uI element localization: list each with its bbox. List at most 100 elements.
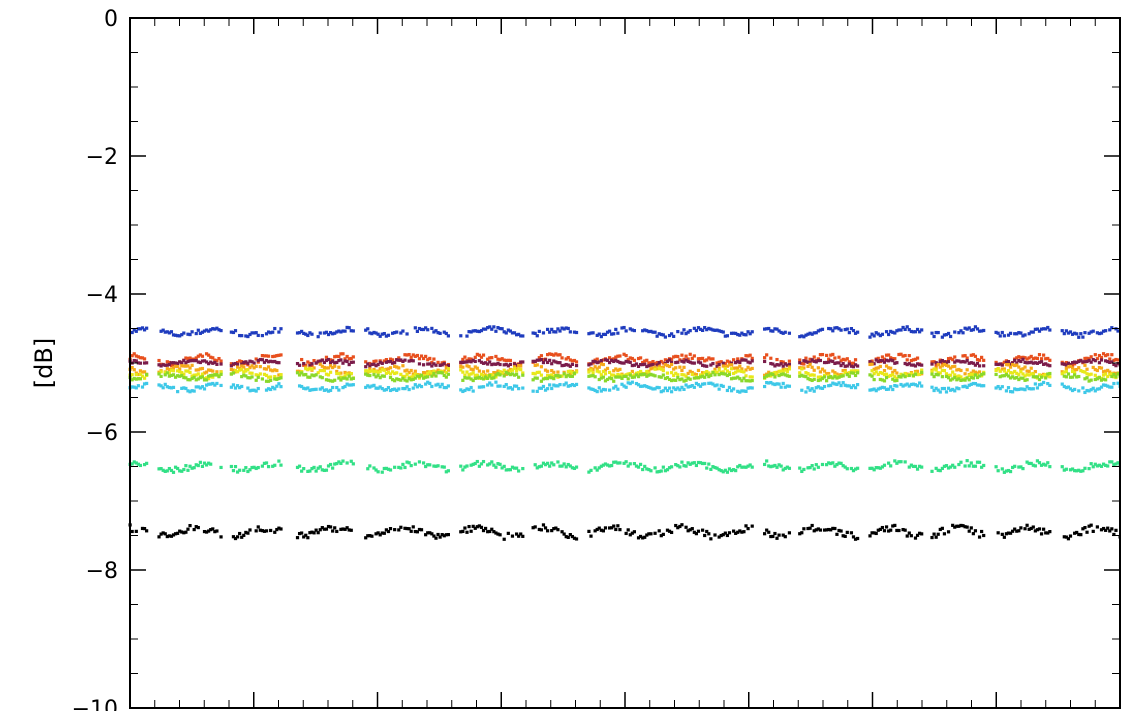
data-point bbox=[839, 359, 843, 363]
data-point bbox=[444, 470, 448, 474]
data-point bbox=[653, 330, 657, 334]
data-point bbox=[508, 329, 512, 333]
data-point bbox=[566, 326, 570, 331]
data-point bbox=[1023, 333, 1027, 337]
data-point bbox=[808, 357, 812, 361]
data-point bbox=[242, 365, 246, 369]
series-6 bbox=[128, 370, 1121, 383]
data-point bbox=[339, 330, 343, 334]
data-point bbox=[442, 330, 446, 334]
data-point bbox=[1070, 375, 1075, 379]
data-point bbox=[603, 372, 608, 376]
data-point bbox=[393, 331, 397, 335]
data-point bbox=[366, 371, 370, 375]
data-point bbox=[825, 372, 829, 376]
data-point bbox=[601, 358, 605, 362]
data-point bbox=[382, 374, 386, 378]
data-point bbox=[711, 357, 715, 361]
data-point bbox=[938, 365, 942, 369]
data-point bbox=[738, 390, 742, 394]
data-point bbox=[341, 376, 345, 380]
data-point bbox=[380, 374, 384, 378]
data-point bbox=[479, 360, 484, 364]
data-point bbox=[833, 371, 837, 375]
data-point bbox=[740, 367, 744, 371]
data-point bbox=[1017, 365, 1021, 369]
data-point bbox=[384, 358, 388, 362]
data-point bbox=[744, 368, 748, 372]
data-point bbox=[341, 352, 345, 356]
data-point bbox=[643, 372, 647, 376]
data-point bbox=[320, 368, 324, 373]
data-point bbox=[800, 367, 804, 371]
data-point bbox=[269, 368, 273, 372]
data-point bbox=[802, 467, 806, 472]
data-point bbox=[614, 384, 618, 388]
data-point bbox=[595, 333, 599, 337]
data-point bbox=[1073, 373, 1077, 377]
data-point bbox=[1002, 470, 1006, 474]
data-point bbox=[645, 467, 649, 471]
data-point bbox=[254, 529, 258, 533]
data-point bbox=[765, 381, 769, 385]
data-point bbox=[657, 361, 661, 365]
data-point bbox=[459, 388, 463, 392]
data-point bbox=[1101, 383, 1106, 387]
data-point bbox=[868, 534, 872, 538]
data-point bbox=[252, 388, 256, 392]
data-point bbox=[186, 468, 190, 472]
data-point bbox=[490, 460, 494, 464]
data-point bbox=[572, 330, 577, 334]
data-point bbox=[463, 360, 467, 364]
data-point bbox=[1017, 377, 1021, 382]
data-point bbox=[878, 377, 882, 382]
data-point bbox=[467, 330, 471, 334]
data-point bbox=[180, 386, 184, 390]
data-point bbox=[233, 386, 238, 390]
data-point bbox=[665, 364, 670, 368]
data-point bbox=[750, 366, 754, 371]
data-point bbox=[461, 360, 465, 365]
data-point bbox=[750, 378, 754, 383]
data-point bbox=[517, 534, 521, 538]
data-point bbox=[1073, 387, 1077, 392]
data-point bbox=[771, 534, 775, 539]
data-point bbox=[388, 360, 393, 364]
data-point bbox=[1104, 369, 1108, 373]
data-point bbox=[252, 331, 256, 335]
data-point bbox=[140, 385, 145, 389]
data-point bbox=[1037, 360, 1042, 364]
data-point bbox=[942, 464, 947, 468]
data-point bbox=[734, 360, 738, 365]
data-point bbox=[971, 376, 975, 380]
data-point bbox=[775, 357, 779, 362]
data-point bbox=[932, 375, 936, 379]
data-point bbox=[393, 364, 397, 368]
data-point bbox=[667, 333, 672, 338]
data-point bbox=[434, 363, 438, 367]
data-point bbox=[742, 358, 746, 362]
data-point bbox=[597, 360, 601, 364]
data-point bbox=[211, 381, 215, 386]
data-point bbox=[324, 358, 329, 363]
data-point bbox=[477, 359, 481, 363]
data-point bbox=[176, 466, 180, 471]
data-point bbox=[835, 462, 839, 467]
data-point bbox=[905, 382, 909, 386]
data-point bbox=[816, 375, 820, 379]
data-point bbox=[1079, 359, 1083, 363]
data-point bbox=[213, 327, 217, 331]
data-point bbox=[634, 362, 639, 366]
data-point bbox=[494, 380, 498, 384]
data-point bbox=[591, 373, 595, 378]
data-point bbox=[591, 367, 595, 371]
data-point bbox=[444, 375, 448, 379]
data-point bbox=[395, 358, 399, 362]
data-point bbox=[1097, 353, 1102, 358]
data-point bbox=[907, 362, 911, 366]
data-point bbox=[496, 357, 500, 361]
data-point bbox=[295, 465, 300, 470]
data-point bbox=[444, 331, 448, 336]
data-point bbox=[161, 328, 165, 332]
data-point bbox=[1070, 366, 1075, 370]
